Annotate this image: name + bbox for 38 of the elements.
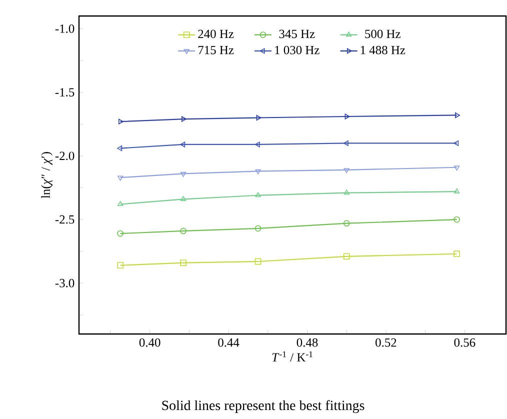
point <box>180 142 186 148</box>
point <box>255 192 261 198</box>
point <box>180 196 186 201</box>
y-tick-label: -2.0 <box>55 152 74 160</box>
point <box>254 258 262 265</box>
x-tick-label: 0.44 <box>218 338 240 347</box>
point <box>182 116 186 122</box>
point <box>254 225 262 232</box>
y-tick-label: -2.5 <box>55 215 74 224</box>
point <box>117 262 124 269</box>
point <box>343 220 350 227</box>
point <box>454 250 460 258</box>
legend-label: 1 488 Hz <box>360 46 406 54</box>
point <box>256 114 262 121</box>
y-tick-label: -1.0 <box>55 24 74 33</box>
y-tick-label: -3.0 <box>55 278 74 288</box>
legend-label: 240 Hz <box>198 30 234 38</box>
point <box>254 142 260 148</box>
point <box>180 172 186 177</box>
point <box>180 228 186 234</box>
legend-label: 345 Hz <box>279 30 315 38</box>
x-tick-label: 0.56 <box>454 338 476 347</box>
point <box>180 260 186 266</box>
point <box>344 168 350 174</box>
point <box>344 190 350 195</box>
x-tick-label: 0.52 <box>376 338 396 347</box>
legend-label: 1 030 Hz <box>275 46 320 54</box>
point <box>343 140 348 146</box>
point <box>344 114 350 120</box>
x-axis-title: T$^{-1}$ / K$^{-1}$ <box>272 351 312 362</box>
point <box>343 253 350 260</box>
legend-label: 500 Hz <box>365 30 400 38</box>
x-tick-label: 0.40 <box>139 338 160 347</box>
y-tick-label: -1.5 <box>55 88 74 97</box>
x-tick-label: 0.48 <box>296 338 318 347</box>
text: Solid lines represent the best fittings <box>162 400 364 414</box>
legend-label: 715 Hz <box>198 46 234 54</box>
point <box>255 169 261 174</box>
